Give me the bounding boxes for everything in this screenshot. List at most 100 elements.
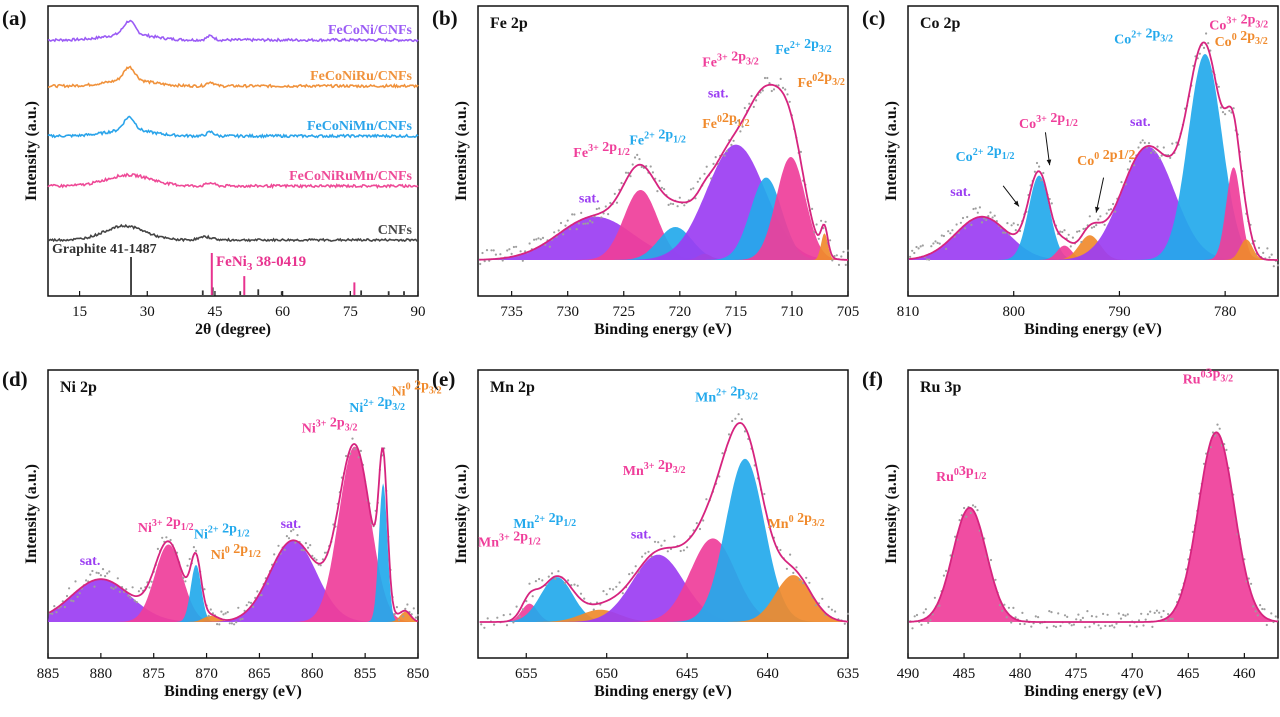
fitted-peak (478, 575, 848, 622)
raw-data-point (1042, 171, 1045, 175)
peak-label: sat. (631, 527, 652, 542)
raw-data-point (928, 258, 931, 261)
raw-data-point (72, 600, 75, 603)
raw-data-point (932, 242, 935, 245)
plot-frame (477, 5, 849, 297)
raw-data-point (723, 154, 726, 157)
raw-data-point (779, 77, 782, 80)
x-tick-label: 880 (90, 666, 113, 682)
raw-data-point (1262, 251, 1265, 254)
raw-data-point (1099, 627, 1102, 630)
raw-data-point (714, 156, 717, 159)
raw-data-point (964, 227, 967, 230)
raw-data-point (249, 601, 253, 605)
peak-label: Co3+ 2p3/2 (1209, 12, 1268, 33)
raw-data-point (808, 581, 811, 584)
x-tick-label: 650 (595, 666, 618, 682)
raw-data-point (519, 250, 522, 253)
raw-data-point (913, 251, 916, 255)
raw-data-point (843, 622, 846, 625)
raw-data-point (496, 616, 499, 619)
raw-data-point (573, 213, 576, 216)
raw-data-point (247, 601, 250, 604)
raw-data-point (512, 621, 515, 624)
raw-data-point (1104, 624, 1107, 628)
raw-data-point (1160, 154, 1163, 157)
x-tick-label: 470 (1121, 666, 1144, 682)
raw-data-point (740, 418, 743, 421)
raw-data-point (827, 605, 830, 609)
raw-data-point (814, 604, 817, 607)
raw-data-point (300, 548, 303, 552)
raw-data-point (203, 588, 206, 591)
raw-data-point (1149, 610, 1152, 613)
raw-data-point (1216, 423, 1219, 426)
raw-data-point (1033, 170, 1036, 173)
x-tick-label: 870 (195, 666, 218, 682)
raw-data-point (1126, 613, 1129, 616)
raw-data-point (1059, 230, 1062, 233)
raw-data-point (638, 158, 641, 161)
raw-data-point (548, 245, 551, 248)
raw-data-point (260, 594, 263, 597)
raw-data-point (91, 569, 94, 573)
raw-data-point (1078, 230, 1081, 233)
raw-data-point (510, 252, 513, 255)
raw-data-point (521, 608, 525, 611)
raw-data-point (644, 552, 647, 555)
raw-data-point (1034, 615, 1037, 618)
y-axis-title: Intensity (a.u.) (23, 101, 40, 201)
raw-data-point (972, 207, 975, 211)
fitted-peak (908, 239, 1278, 260)
raw-data-point (1102, 612, 1105, 616)
raw-data-point (830, 608, 834, 611)
raw-data-point (799, 150, 803, 153)
raw-data-point (156, 547, 159, 551)
raw-data-point (233, 623, 236, 626)
raw-data-point (820, 219, 823, 222)
y-axis-title: Intensity (a.u.) (883, 101, 900, 201)
reference-label: FeNi3 38-0419 (216, 254, 306, 273)
raw-data-point (1059, 624, 1062, 628)
peak-label: Co3+ 2p1/2 (1019, 111, 1078, 132)
raw-data-point (786, 93, 789, 96)
xrd-curve (47, 19, 419, 43)
raw-data-point (741, 125, 744, 128)
raw-data-point (1140, 612, 1143, 615)
raw-data-point (1178, 593, 1181, 596)
x-axis-title: Binding energy (eV) (594, 683, 732, 700)
envelope-curve (909, 41, 1278, 261)
raw-data-point (1081, 616, 1084, 620)
panel-a: (a) 15 30 45 60 75 90 2θ (degree) Intensity (a.u… (2, 5, 426, 338)
raw-data-point (641, 555, 644, 558)
fitted-peak (478, 177, 848, 260)
raw-data-point (486, 617, 489, 620)
raw-data-point (139, 587, 143, 590)
x-tick-label: 730 (556, 304, 579, 320)
peak-label: sat. (1130, 115, 1151, 130)
raw-data-point (1088, 625, 1091, 628)
raw-data-point (737, 413, 740, 416)
raw-data-point (987, 215, 990, 218)
raw-data-point (734, 417, 737, 420)
raw-data-point (528, 582, 531, 585)
raw-data-point (515, 605, 518, 608)
peak-label: Mn3+ 2p3/2 (623, 458, 686, 479)
raw-data-point (595, 207, 598, 211)
raw-data-point (721, 452, 724, 455)
raw-data-point (586, 222, 590, 225)
raw-data-point (679, 549, 682, 553)
raw-data-point (788, 100, 791, 103)
raw-data-point (1090, 615, 1093, 618)
raw-data-point (1012, 222, 1015, 225)
x-tick-label: 465 (1177, 666, 1200, 682)
raw-data-point (554, 577, 557, 580)
raw-data-point (961, 216, 965, 220)
raw-data-point (1162, 146, 1165, 149)
raw-data-point (1270, 253, 1273, 256)
raw-data-point (1162, 609, 1165, 613)
raw-data-point (1169, 617, 1172, 620)
panel-letter: (f) (862, 367, 883, 391)
raw-data-point (598, 207, 601, 210)
raw-data-point (583, 597, 586, 600)
